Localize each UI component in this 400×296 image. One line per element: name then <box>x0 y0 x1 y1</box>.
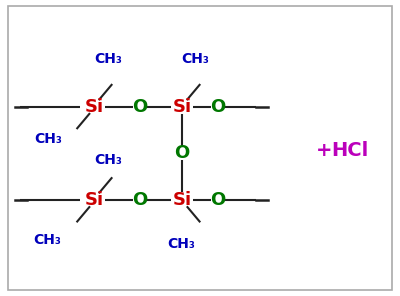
Text: O: O <box>210 191 226 209</box>
Text: O: O <box>210 98 226 115</box>
Text: +: + <box>316 141 332 160</box>
Text: CH₃: CH₃ <box>34 132 62 146</box>
Text: O: O <box>132 98 148 115</box>
Text: CH₃: CH₃ <box>181 52 209 66</box>
Text: CH₃: CH₃ <box>167 237 195 251</box>
Text: Si: Si <box>172 98 192 115</box>
Text: Si: Si <box>84 191 104 209</box>
Text: CH₃: CH₃ <box>33 233 61 247</box>
Text: O: O <box>132 191 148 209</box>
Text: CH₃: CH₃ <box>94 52 122 66</box>
FancyBboxPatch shape <box>8 6 392 290</box>
Text: O: O <box>174 144 190 162</box>
Text: HCl: HCl <box>331 141 369 160</box>
Text: Si: Si <box>84 98 104 115</box>
Text: Si: Si <box>172 191 192 209</box>
Text: CH₃: CH₃ <box>94 153 122 167</box>
